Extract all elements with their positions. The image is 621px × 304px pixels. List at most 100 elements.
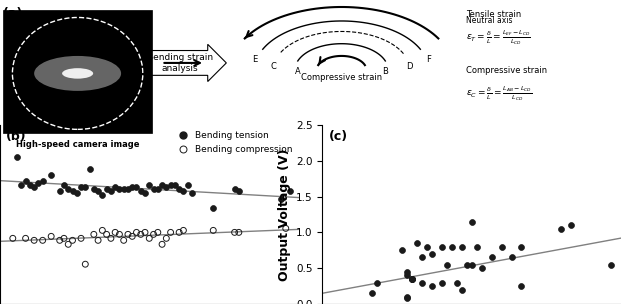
Point <box>136 188 146 193</box>
Text: Neutral axis: Neutral axis <box>466 16 512 26</box>
Point <box>166 230 176 235</box>
Text: D: D <box>407 62 413 71</box>
Point <box>427 284 437 288</box>
Text: $\varepsilon_T = \frac{\delta}{L} = \frac{L_{EF}-L_{CD}}{L_{CD}}$: $\varepsilon_T = \frac{\delta}{L} = \fra… <box>466 28 531 47</box>
Point <box>123 186 133 191</box>
Point <box>106 236 116 241</box>
FancyBboxPatch shape <box>3 11 152 133</box>
Point <box>472 244 482 249</box>
Point <box>477 266 487 271</box>
Point <box>119 186 129 191</box>
Point <box>127 234 137 239</box>
Point <box>437 280 447 285</box>
Point <box>140 190 150 195</box>
Point <box>170 182 180 187</box>
Point <box>144 236 154 241</box>
Point <box>76 184 86 189</box>
Point <box>46 172 56 177</box>
Point <box>452 280 462 285</box>
Point <box>407 277 417 282</box>
Point <box>25 182 35 187</box>
Point <box>76 236 86 241</box>
Point <box>407 277 417 282</box>
Point <box>123 232 133 237</box>
Point <box>80 262 90 267</box>
Point <box>72 190 82 195</box>
Point <box>566 223 576 228</box>
Point <box>183 182 193 187</box>
Text: B: B <box>382 67 388 76</box>
Point <box>132 230 142 235</box>
Point <box>127 184 137 189</box>
Point <box>487 255 497 260</box>
Point <box>20 236 30 241</box>
Text: A: A <box>295 67 301 76</box>
Point <box>46 234 56 239</box>
Point <box>606 262 616 267</box>
Point <box>132 184 142 189</box>
Point <box>93 188 103 193</box>
Point <box>136 232 146 237</box>
Point <box>427 251 437 256</box>
Point <box>144 182 154 187</box>
Point <box>157 182 167 187</box>
Point <box>110 184 120 189</box>
Point <box>178 188 188 193</box>
Text: C: C <box>270 62 276 71</box>
Point <box>166 182 176 187</box>
Point <box>38 238 48 243</box>
Point <box>187 190 197 195</box>
Point <box>208 228 218 233</box>
Point <box>59 236 69 241</box>
Point <box>119 238 129 243</box>
Y-axis label: Output Voltage (V): Output Voltage (V) <box>278 148 291 281</box>
Point <box>84 166 94 171</box>
Point <box>114 186 124 191</box>
Point <box>437 244 447 249</box>
Point <box>80 184 90 189</box>
Point <box>102 186 112 191</box>
Point <box>467 219 477 224</box>
Point <box>20 178 30 183</box>
Point <box>153 230 163 235</box>
Point <box>34 180 43 185</box>
Point <box>110 230 120 235</box>
Point <box>402 294 412 299</box>
Point <box>29 238 39 243</box>
Point <box>55 188 65 193</box>
Point <box>422 244 432 249</box>
Point <box>234 230 244 235</box>
Text: (c): (c) <box>329 130 348 143</box>
Point <box>412 241 422 246</box>
Point <box>507 255 517 260</box>
Point <box>497 244 507 249</box>
Point <box>372 280 382 285</box>
Point <box>276 196 286 201</box>
Point <box>208 206 218 211</box>
Point <box>97 228 107 233</box>
Point <box>281 226 291 231</box>
Point <box>174 230 184 235</box>
Point <box>97 192 107 197</box>
Point <box>417 280 427 285</box>
Point <box>12 154 22 159</box>
Point <box>457 287 467 292</box>
Point <box>234 188 244 193</box>
Point <box>230 186 240 191</box>
Point <box>402 273 412 278</box>
Point <box>517 244 527 249</box>
Point <box>178 228 188 233</box>
Point <box>153 186 163 191</box>
Point <box>462 262 472 267</box>
Point <box>59 182 69 187</box>
Point <box>556 226 566 231</box>
Point <box>148 232 158 237</box>
Point <box>140 230 150 235</box>
Point <box>157 242 167 247</box>
Point <box>93 238 103 243</box>
Point <box>285 188 295 193</box>
Ellipse shape <box>62 68 93 79</box>
Point <box>161 184 171 189</box>
Text: Compressive strain: Compressive strain <box>466 66 547 75</box>
Point <box>148 186 158 191</box>
